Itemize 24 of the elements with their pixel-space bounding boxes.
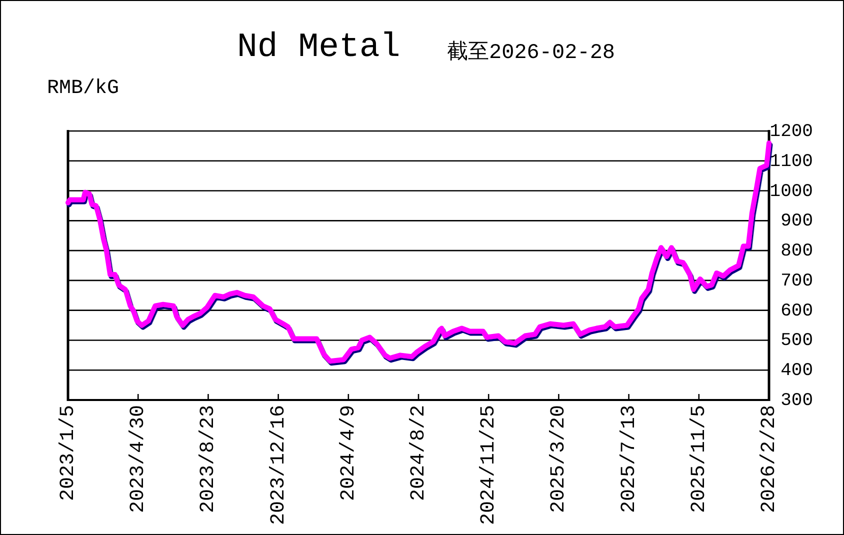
y-tick-label: 800 [780, 241, 813, 262]
x-tick-label: 2024/4/9 [338, 405, 361, 502]
y-tick-label: 1100 [770, 152, 813, 172]
y-axis-title: RMB/kG [47, 77, 120, 100]
x-tick-label: 2023/1/5 [57, 405, 80, 502]
x-tick-label: 2024/11/25 [478, 405, 501, 526]
x-tick-label: 2025/11/5 [688, 405, 712, 514]
y-tick-label: 1200 [770, 122, 813, 142]
x-tick-label: 2025/7/13 [618, 405, 642, 514]
y-tick-label: 400 [780, 360, 813, 381]
y-tick-label: 600 [780, 301, 813, 322]
x-tick-label: 2023/4/30 [127, 405, 150, 514]
chart-title: Nd Metal [237, 29, 400, 67]
x-tick-label: 2023/8/23 [197, 405, 220, 514]
y-tick-label: 300 [780, 390, 813, 411]
x-tick-label: 2025/3/20 [548, 405, 571, 514]
y-tick-label: 500 [780, 330, 813, 351]
y-tick-label: 1000 [770, 182, 813, 202]
x-tick-label: 2023/12/16 [268, 405, 291, 526]
chart-subtitle: 截至2026-02-28 [447, 40, 616, 65]
y-tick-label: 900 [780, 211, 813, 232]
x-tick-label: 2024/8/2 [408, 405, 431, 502]
y-tick-label: 700 [780, 271, 813, 292]
x-tick-label: 2026/2/28 [758, 405, 782, 514]
